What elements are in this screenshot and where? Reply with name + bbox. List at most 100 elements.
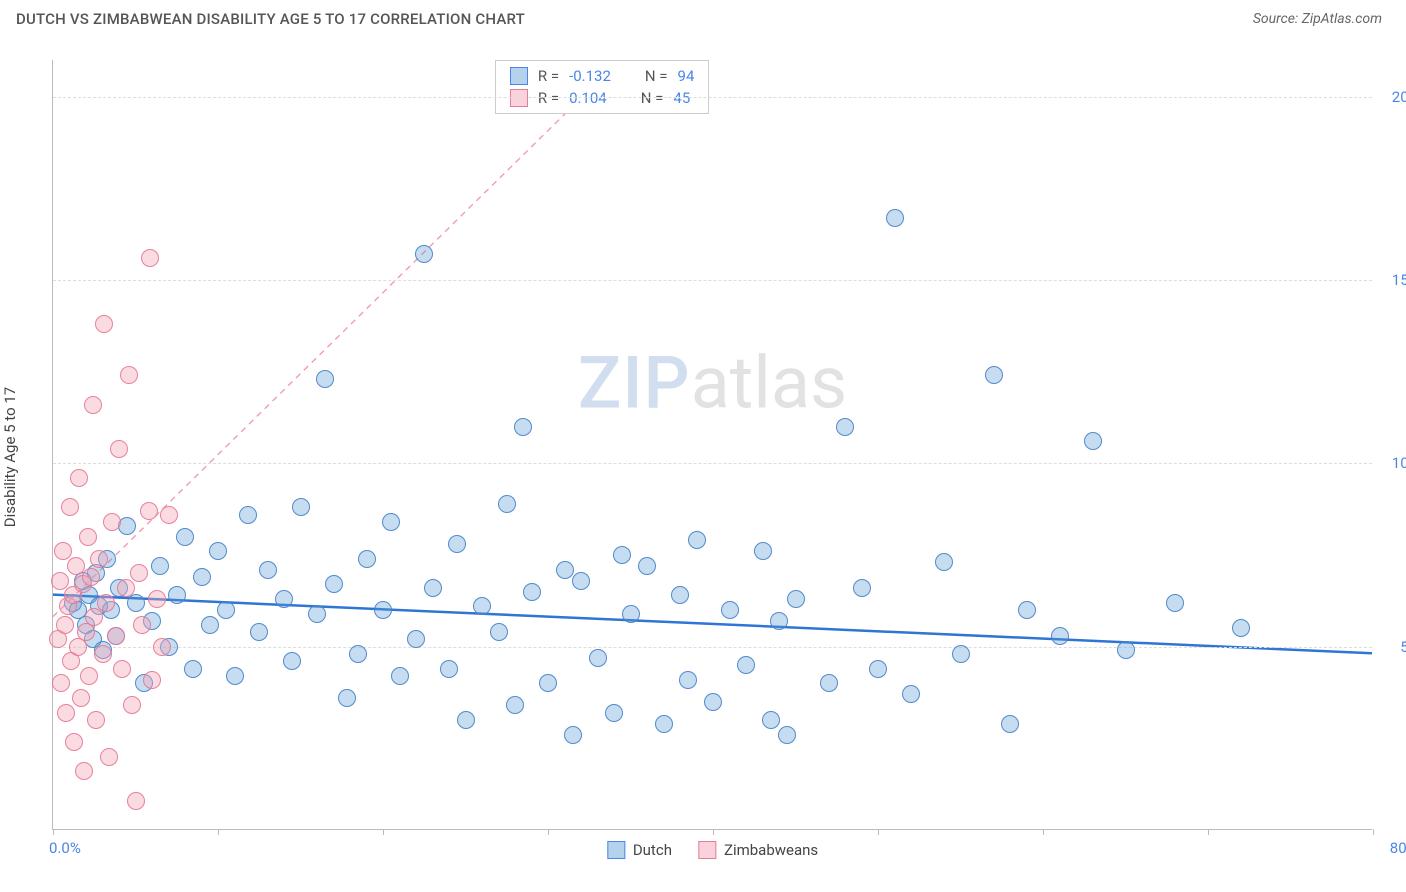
stats-row-zimbabweans: R = 0.104 N = 45 <box>496 87 709 109</box>
marker-zimbabweans <box>65 733 83 751</box>
marker-dutch <box>239 506 257 524</box>
legend-item-zimbabweans: Zimbabweans <box>698 841 818 859</box>
marker-dutch <box>490 623 508 641</box>
marker-dutch <box>704 693 722 711</box>
trend-lines <box>53 60 1372 829</box>
marker-dutch <box>382 513 400 531</box>
x-axis-max-label: 80.0% <box>1390 839 1406 857</box>
legend: Dutch Zimbabweans <box>607 841 818 859</box>
marker-dutch <box>886 209 904 227</box>
y-tick-label: 20.0% <box>1392 88 1406 106</box>
marker-dutch <box>655 715 673 733</box>
marker-dutch <box>869 660 887 678</box>
marker-zimbabweans <box>133 616 151 634</box>
marker-zimbabweans <box>52 674 70 692</box>
marker-dutch <box>457 711 475 729</box>
x-tick <box>383 829 384 835</box>
marker-dutch <box>514 418 532 436</box>
swatch-zimbabweans <box>510 89 528 107</box>
marker-zimbabweans <box>95 315 113 333</box>
x-tick <box>218 829 219 835</box>
x-tick <box>713 829 714 835</box>
x-tick <box>878 829 879 835</box>
marker-dutch <box>613 546 631 564</box>
marker-dutch <box>523 583 541 601</box>
marker-dutch <box>316 370 334 388</box>
legend-swatch-dutch <box>607 841 625 859</box>
marker-zimbabweans <box>107 627 125 645</box>
stats-row-dutch: R = -0.132 N = 94 <box>496 65 709 87</box>
r-value-zimbabweans: 0.104 <box>569 89 607 107</box>
x-tick <box>1208 829 1209 835</box>
y-tick-label: 10.0% <box>1392 454 1406 472</box>
marker-dutch <box>836 418 854 436</box>
marker-zimbabweans <box>120 366 138 384</box>
marker-zimbabweans <box>123 696 141 714</box>
n-value-dutch: 94 <box>678 67 695 85</box>
marker-zimbabweans <box>100 748 118 766</box>
marker-dutch <box>184 660 202 678</box>
marker-dutch <box>1001 715 1019 733</box>
marker-dutch <box>473 597 491 615</box>
marker-dutch <box>754 542 772 560</box>
marker-zimbabweans <box>54 542 72 560</box>
marker-zimbabweans <box>51 572 69 590</box>
marker-zimbabweans <box>110 440 128 458</box>
marker-dutch <box>283 652 301 670</box>
marker-zimbabweans <box>113 660 131 678</box>
marker-dutch <box>762 711 780 729</box>
marker-dutch <box>572 572 590 590</box>
marker-dutch <box>622 605 640 623</box>
chart-title: DUTCH VS ZIMBABWEAN DISABILITY AGE 5 TO … <box>16 10 525 28</box>
marker-dutch <box>985 366 1003 384</box>
marker-zimbabweans <box>82 568 100 586</box>
marker-dutch <box>226 667 244 685</box>
marker-dutch <box>679 671 697 689</box>
marker-dutch <box>193 568 211 586</box>
marker-dutch <box>415 245 433 263</box>
marker-dutch <box>391 667 409 685</box>
marker-dutch <box>292 498 310 516</box>
marker-dutch <box>688 531 706 549</box>
marker-dutch <box>275 590 293 608</box>
marker-dutch <box>1117 641 1135 659</box>
gridline <box>53 463 1372 464</box>
marker-dutch <box>721 601 739 619</box>
marker-dutch <box>556 561 574 579</box>
marker-dutch <box>737 656 755 674</box>
gridline <box>53 647 1372 648</box>
marker-zimbabweans <box>160 506 178 524</box>
marker-zimbabweans <box>130 564 148 582</box>
r-value-dutch: -0.132 <box>569 67 611 85</box>
marker-dutch <box>176 528 194 546</box>
marker-dutch <box>374 601 392 619</box>
legend-item-dutch: Dutch <box>607 841 672 859</box>
marker-zimbabweans <box>79 528 97 546</box>
marker-dutch <box>935 553 953 571</box>
n-value-zimbabweans: 45 <box>673 89 690 107</box>
marker-dutch <box>787 590 805 608</box>
marker-dutch <box>217 601 235 619</box>
marker-zimbabweans <box>61 498 79 516</box>
correlation-stats-box: R = -0.132 N = 94 R = 0.104 N = 45 <box>495 60 710 114</box>
marker-zimbabweans <box>153 638 171 656</box>
marker-zimbabweans <box>103 513 121 531</box>
marker-dutch <box>506 696 524 714</box>
marker-dutch <box>358 550 376 568</box>
marker-dutch <box>1018 601 1036 619</box>
marker-dutch <box>820 674 838 692</box>
marker-dutch <box>448 535 466 553</box>
marker-zimbabweans <box>80 667 98 685</box>
marker-dutch <box>308 605 326 623</box>
marker-zimbabweans <box>141 249 159 267</box>
marker-zimbabweans <box>57 704 75 722</box>
x-axis-min-label: 0.0% <box>49 839 81 857</box>
marker-dutch <box>349 645 367 663</box>
marker-zimbabweans <box>84 396 102 414</box>
plot-area: ZIPatlas R = -0.132 N = 94 R = 0.104 N =… <box>52 60 1372 830</box>
x-tick <box>53 829 54 835</box>
marker-zimbabweans <box>72 689 90 707</box>
marker-dutch <box>168 586 186 604</box>
swatch-dutch <box>510 67 528 85</box>
marker-dutch <box>605 704 623 722</box>
